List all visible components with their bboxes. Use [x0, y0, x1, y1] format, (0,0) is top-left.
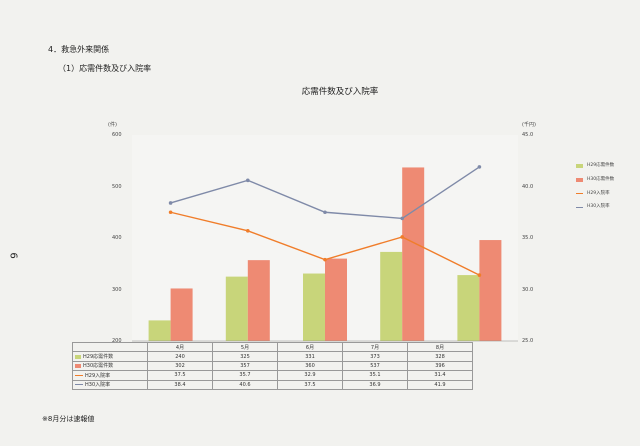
- table-cell: 537: [342, 360, 408, 372]
- legend-item: H29入院率: [576, 187, 614, 201]
- table-row-label: H29入院率: [72, 370, 148, 381]
- right-tick-label: 40.0: [522, 183, 534, 190]
- chart-legend: H29応需件数 H30応需件数 H29入院率 H30入院率: [576, 159, 614, 214]
- bar-H30応需件数-4月: [170, 288, 193, 341]
- legend-item: H30応需件数: [576, 173, 614, 187]
- right-tick-label: 30.0: [522, 286, 534, 293]
- left-tick-label: 500: [112, 183, 122, 190]
- table-cell: 35.1: [342, 370, 408, 381]
- point-H30入院率-6月: [323, 210, 327, 215]
- table-cell: 37.5: [277, 379, 343, 390]
- point-H29入院率-4月: [168, 210, 173, 215]
- table-cell: 325: [212, 351, 278, 362]
- table-row: H30応需件数 302 357 360 537 396: [72, 360, 473, 372]
- legend-swatch: [576, 177, 583, 182]
- table-cell: 38.4: [147, 379, 213, 390]
- bar-H29応需件数-7月: [380, 251, 403, 341]
- table-row-label: H30応需件数: [72, 360, 148, 372]
- left-tick-label: 300: [112, 286, 122, 293]
- table-cell: 331: [277, 351, 343, 362]
- bar-H29応需件数-6月: [303, 273, 325, 341]
- table-cell: 328: [407, 351, 473, 362]
- table-corner: [72, 341, 148, 353]
- legend-swatch: [576, 163, 583, 168]
- table-header-cell: 4月: [147, 341, 213, 353]
- point-H29入院率-7月: [400, 235, 405, 239]
- bar-H30応需件数-8月: [479, 240, 502, 341]
- table-header-cell: 7月: [342, 341, 408, 353]
- right-tick-label: 45.0: [522, 132, 534, 138]
- bar-H29応需件数-5月: [225, 276, 248, 341]
- legend-item: H30入院率: [576, 200, 614, 214]
- point-H29入院率-8月: [477, 273, 482, 277]
- point-H29入院率-6月: [323, 257, 327, 262]
- bars-layer: [148, 167, 502, 341]
- legend-label: H29入院率: [587, 190, 610, 196]
- right-axis-unit: (千円): [522, 122, 536, 128]
- legend-label: H30応需件数: [587, 176, 615, 182]
- chart-title: 応需件数及び入院率: [301, 87, 379, 97]
- table-header-cell: 5月: [212, 341, 278, 353]
- table-cell: 396: [407, 360, 473, 372]
- table-row-label: H30入院率: [72, 379, 148, 390]
- section-heading: 4．救急外来関係: [48, 45, 110, 54]
- point-H30入院率-5月: [246, 178, 250, 183]
- table-cell: 373: [342, 351, 408, 362]
- legend-label: H29応需件数: [587, 163, 615, 168]
- table-cell: 37.5: [147, 370, 213, 381]
- table-cell: 302: [147, 360, 213, 372]
- bar-H29応需件数-8月: [457, 275, 480, 341]
- legend-swatch: [576, 206, 583, 208]
- bar-H30応需件数-7月: [402, 167, 425, 341]
- left-axis-unit: (件): [108, 122, 117, 128]
- table-cell: 35.7: [212, 370, 278, 381]
- bar-H30応需件数-5月: [247, 260, 270, 341]
- point-H30入院率-8月: [477, 165, 482, 169]
- data-table: 4月 5月 6月 7月 8月 H29応需件数 240 325 331 373 3…: [72, 341, 473, 390]
- table-cell: 40.6: [212, 379, 278, 390]
- footer-note: ※8月分は速報値: [42, 415, 95, 423]
- left-tick-label: 400: [112, 235, 122, 241]
- table-cell: 41.9: [407, 379, 473, 390]
- table-header-cell: 8月: [407, 341, 473, 353]
- lines-layer: [168, 165, 482, 277]
- table-cell: 360: [277, 360, 343, 372]
- right-tick-label: 25.0: [522, 338, 534, 344]
- table-row: H30入院率 38.4 40.6 37.5 36.9 41.9: [72, 379, 473, 390]
- table-row-label: H29応需件数: [72, 351, 148, 362]
- point-H30入院率-4月: [168, 201, 173, 205]
- table-header-cell: 6月: [277, 341, 343, 353]
- bar-H30応需件数-6月: [325, 258, 347, 341]
- table-header-row: 4月 5月 6月 7月 8月: [72, 341, 473, 353]
- right-tick-label: 35.0: [522, 235, 534, 241]
- table-cell: 31.4: [407, 370, 473, 381]
- table-cell: 357: [212, 360, 278, 372]
- table-cell: 36.9: [342, 379, 408, 390]
- table-row: H29応需件数 240 325 331 373 328: [72, 351, 473, 362]
- bar-H29応需件数-4月: [148, 320, 171, 341]
- point-H29入院率-5月: [246, 228, 250, 233]
- legend-label: H30入院率: [587, 204, 610, 210]
- subsection-heading: （1）応需件数及び入院率: [58, 64, 152, 73]
- table-row: H29入院率 37.5 35.7 32.9 35.1 31.4: [72, 370, 473, 381]
- legend-swatch: [576, 192, 583, 195]
- legend-item: H29応需件数: [576, 159, 614, 173]
- left-tick-label: 600: [112, 132, 122, 138]
- point-H30入院率-7月: [400, 216, 405, 221]
- left-tick-label: 200: [112, 338, 122, 344]
- table-cell: 32.9: [277, 370, 343, 381]
- table-cell: 240: [147, 351, 213, 362]
